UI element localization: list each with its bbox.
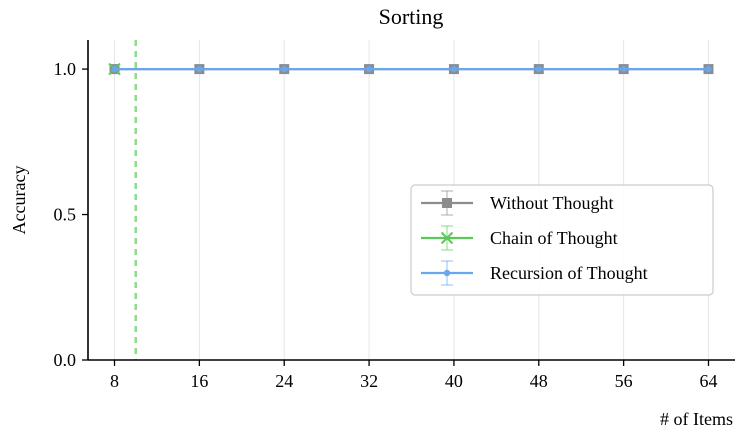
ticks: 8 16 24 32 40 48 56 64 0.0 0.5 1.0 <box>54 59 718 391</box>
legend-items: Without Thought Chain of Thought Recursion… <box>421 190 648 286</box>
y-tick-label: 0.0 <box>54 350 77 370</box>
dot-marker <box>535 65 542 73</box>
series-layer <box>108 62 714 76</box>
dot-marker <box>450 65 458 73</box>
x-tick-label: 40 <box>445 371 463 391</box>
x-axis-label: # of Items <box>660 409 733 429</box>
legend-item: Without Thought <box>421 190 613 216</box>
x-tick-label: 8 <box>110 371 119 391</box>
legend: Without Thought Chain of Thought Recursion… <box>410 184 714 296</box>
dot-marker <box>365 65 373 73</box>
legend-label: Recursion of Thought <box>490 263 648 283</box>
square-marker <box>442 198 452 208</box>
x-tick-label: 64 <box>699 371 717 391</box>
y-axis-label: Accuracy <box>9 166 29 235</box>
legend-label: Chain of Thought <box>490 228 618 248</box>
series <box>111 65 712 73</box>
dot-marker <box>443 269 451 277</box>
x-tick-label: 24 <box>275 371 293 391</box>
dot-marker <box>196 65 203 73</box>
axes <box>87 40 735 361</box>
legend-item: Recursion of Thought <box>421 260 648 286</box>
y-tick-label: 0.5 <box>54 205 77 225</box>
x-tick-label: 56 <box>615 371 633 391</box>
dot-marker <box>111 65 118 73</box>
legend-item: Chain of Thought <box>421 225 618 251</box>
legend-frame <box>410 184 714 296</box>
dot-marker <box>281 65 288 73</box>
dot-marker <box>705 65 712 73</box>
x-tick-label: 16 <box>190 371 208 391</box>
x-marker <box>440 231 454 245</box>
legend-label: Without Thought <box>490 193 613 213</box>
y-tick-label: 1.0 <box>54 59 77 79</box>
dot-marker <box>620 65 627 73</box>
x-tick-label: 48 <box>530 371 548 391</box>
chart-title: Sorting <box>379 4 444 29</box>
x-tick-label: 32 <box>360 371 378 391</box>
